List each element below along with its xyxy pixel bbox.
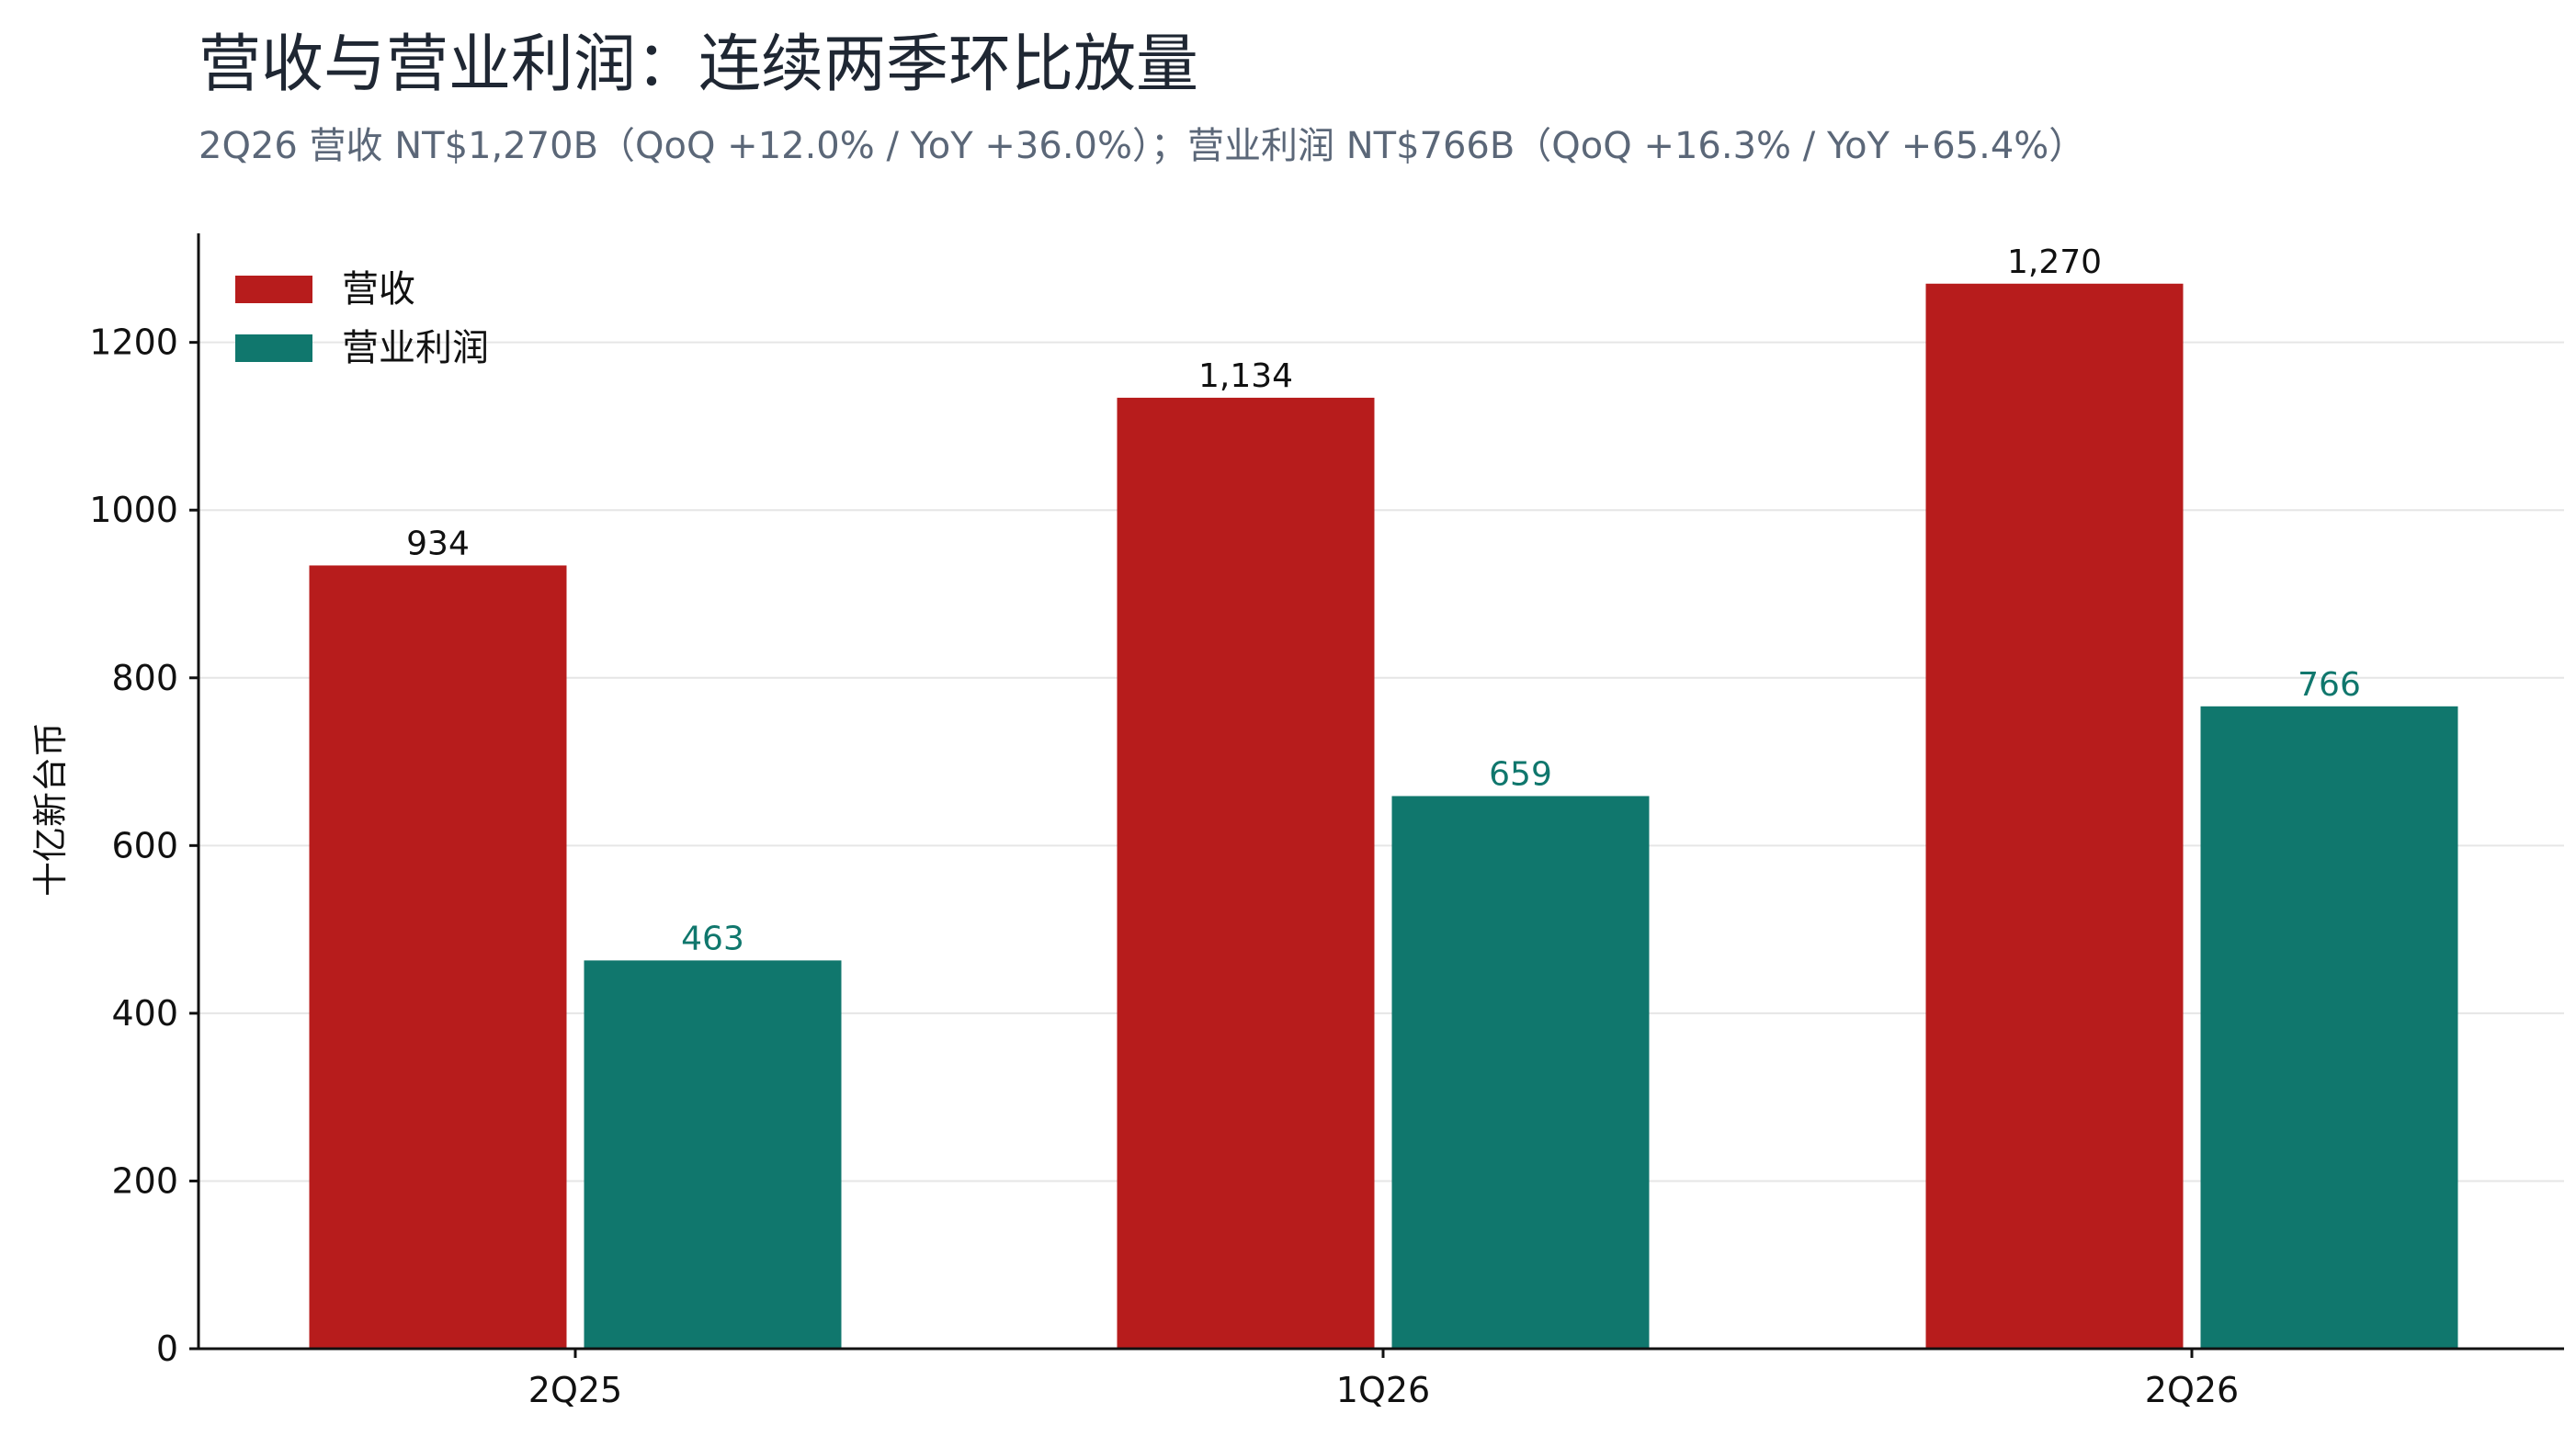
x-tick-label: 1Q26: [1336, 1370, 1430, 1410]
chart-subtitle: 2Q26 营收 NT$1,270B（QoQ +12.0% / YoY +36.0…: [199, 125, 2086, 167]
y-axis-ticks: 0 200 400 600 800 1000 1200: [89, 322, 199, 1369]
data-label: 463: [681, 920, 744, 957]
y-tick-label: 0: [156, 1329, 178, 1369]
y-tick-label: 1200: [89, 322, 178, 363]
y-tick-label: 1000: [89, 490, 178, 530]
legend-label: 营收: [342, 268, 415, 311]
y-tick-label: 800: [111, 658, 178, 698]
legend-swatch: [235, 334, 312, 362]
y-tick-label: 600: [111, 825, 178, 865]
data-labels: 934 1,134 1,270 463 659 766: [406, 243, 2361, 958]
data-label: 1,270: [2007, 243, 2102, 281]
bar-revenue: [309, 565, 567, 1349]
bar-operating-profit: [584, 960, 842, 1349]
y-tick-label: 400: [111, 993, 178, 1034]
y-axis-title: 十亿新台币: [30, 722, 71, 897]
x-tick-label: 2Q26: [2145, 1370, 2239, 1410]
bar-revenue: [1925, 283, 2184, 1350]
bar-revenue: [1117, 397, 1375, 1349]
data-label: 1,134: [1198, 357, 1293, 395]
x-tick-label: 2Q25: [528, 1370, 622, 1410]
chart-title: 营收与营业利润：连续两季环比放量: [199, 28, 1199, 101]
legend-label: 营业利润: [342, 327, 489, 369]
bars: [309, 283, 2458, 1350]
data-label: 766: [2298, 666, 2361, 704]
y-tick-label: 200: [111, 1160, 178, 1201]
axes: [197, 233, 2564, 1351]
bar-operating-profit: [2200, 706, 2458, 1349]
x-axis-ticks: 2Q25 1Q26 2Q26: [528, 1349, 2239, 1410]
legend-swatch: [235, 276, 312, 303]
bar-operating-profit: [1391, 796, 1650, 1349]
data-label: 659: [1489, 755, 1552, 793]
data-label: 934: [406, 525, 470, 562]
